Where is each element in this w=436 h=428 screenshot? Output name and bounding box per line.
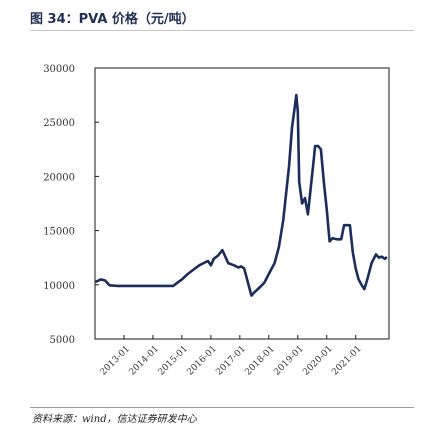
y-tick-label: 15000 [43, 227, 75, 238]
x-tick-label: 2018-01 [243, 344, 277, 378]
x-tick-label: 2019-01 [272, 344, 306, 378]
y-tick-label: 5000 [50, 335, 75, 346]
x-tick-label: 2020-01 [301, 344, 335, 378]
title-divider [30, 30, 414, 31]
y-tick-label: 20000 [43, 172, 75, 183]
y-tick-label: 30000 [43, 64, 75, 75]
y-axis: 5000 10000 15000 20000 25000 30000 [43, 64, 99, 346]
x-tick-label: 2014-01 [128, 344, 162, 378]
source-note: 资料来源：wind，信达证券研发中心 [32, 414, 197, 425]
x-tick-label: 2016-01 [185, 344, 219, 378]
x-tick-label: 2021-01 [330, 344, 364, 378]
y-tick-label: 10000 [43, 281, 75, 292]
x-tick-label: 2015-01 [156, 344, 190, 378]
pva-price-line [95, 93, 388, 297]
x-tick-label: 2017-01 [214, 344, 248, 378]
source-divider [30, 407, 414, 408]
plot-frame [94, 67, 390, 340]
x-axis: 2013-012014-012015-012016-012017-012018-… [95, 335, 389, 378]
chart-title: 图 34：PVA 价格（元/吨） [30, 12, 195, 27]
x-tick-label: 2013-01 [99, 344, 133, 378]
y-tick-label: 25000 [43, 118, 75, 129]
